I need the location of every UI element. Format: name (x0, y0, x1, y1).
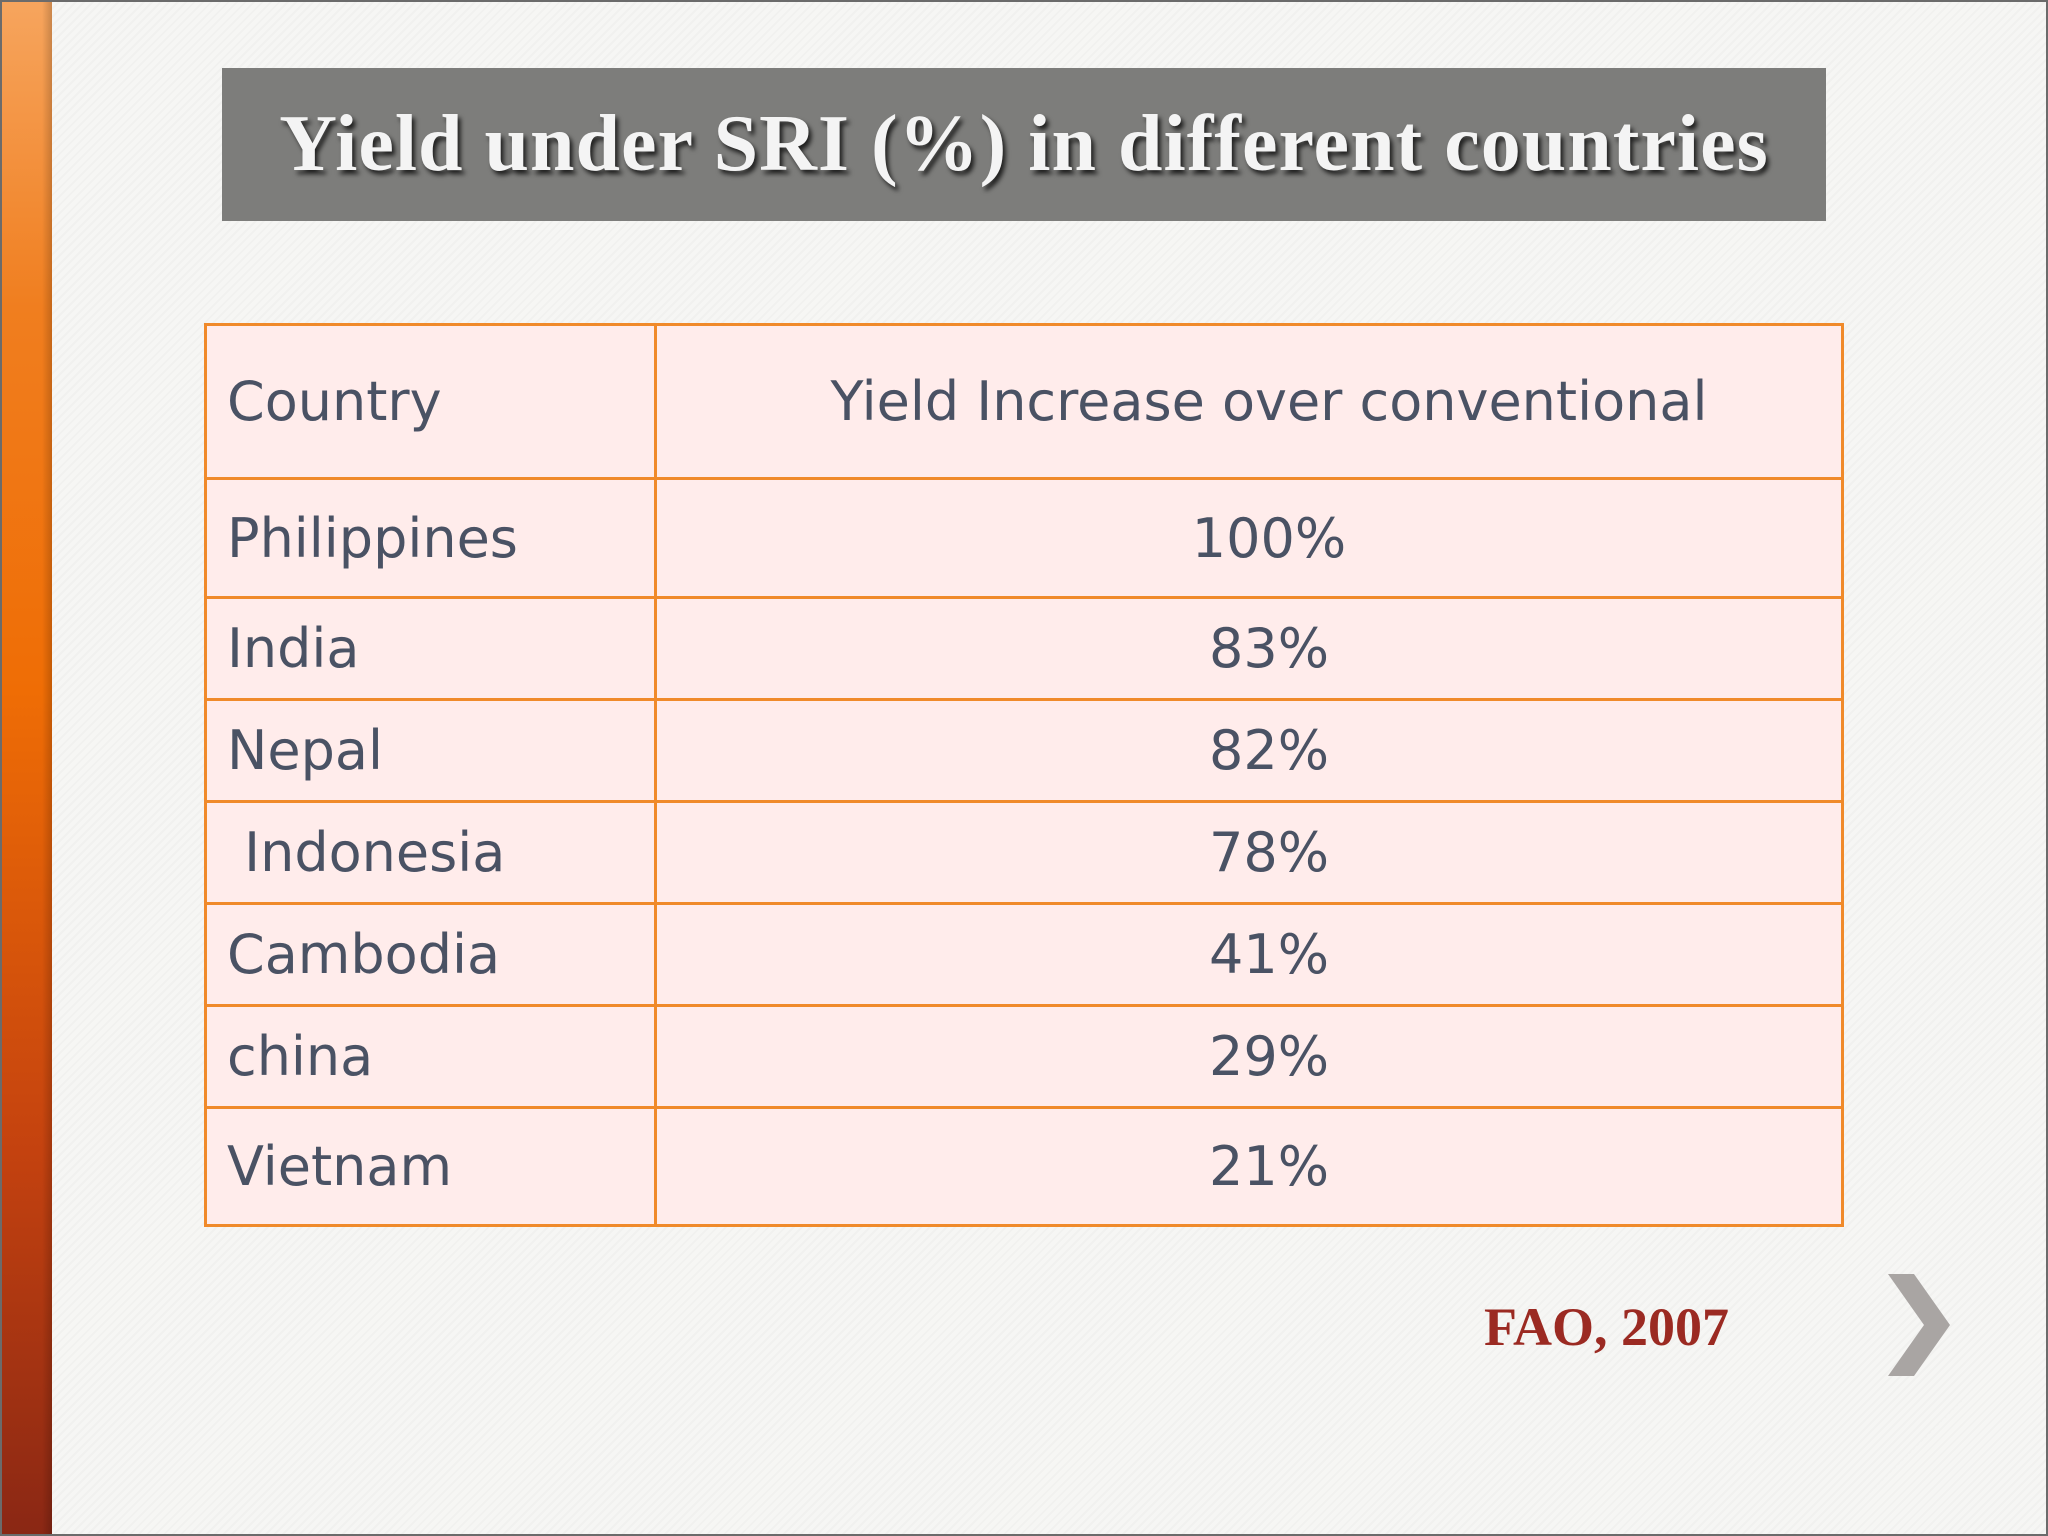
country-cell: Cambodia (204, 902, 657, 1007)
side-accent-stripe (0, 0, 52, 1536)
yield-value-cell: 83% (654, 596, 1844, 701)
table-row: Indonesia 78% (204, 800, 1844, 905)
country-cell: India (204, 596, 657, 701)
table-row: Nepal 82% (204, 698, 1844, 803)
yield-value-cell: 78% (654, 800, 1844, 905)
yield-column-header: Yield Increase over conventional (654, 323, 1844, 480)
table-row: china 29% (204, 1004, 1844, 1109)
yield-value-cell: 82% (654, 698, 1844, 803)
yield-table: Country Yield Increase over conventional… (204, 323, 1844, 1227)
source-citation: FAO, 2007 (1484, 1297, 1729, 1357)
country-cell: Indonesia (204, 800, 657, 905)
country-cell: Philippines (204, 477, 657, 599)
yield-value-cell: 41% (654, 902, 1844, 1007)
yield-value-cell: 21% (654, 1106, 1844, 1227)
chevron-right-icon[interactable] (1884, 1270, 1954, 1380)
slide-title: Yield under SRI (%) in different countri… (279, 100, 1769, 188)
table-row: Vietnam 21% (204, 1106, 1844, 1227)
yield-value-cell: 100% (654, 477, 1844, 599)
country-cell: china (204, 1004, 657, 1109)
country-column-header: Country (204, 323, 657, 480)
country-cell: Vietnam (204, 1106, 657, 1227)
table-row: Cambodia 41% (204, 902, 1844, 1007)
country-cell: Nepal (204, 698, 657, 803)
yield-value-cell: 29% (654, 1004, 1844, 1109)
table-row: India 83% (204, 596, 1844, 701)
table-row: Philippines 100% (204, 477, 1844, 599)
table-header-row: Country Yield Increase over conventional (204, 323, 1844, 480)
title-bar: Yield under SRI (%) in different countri… (222, 68, 1826, 221)
